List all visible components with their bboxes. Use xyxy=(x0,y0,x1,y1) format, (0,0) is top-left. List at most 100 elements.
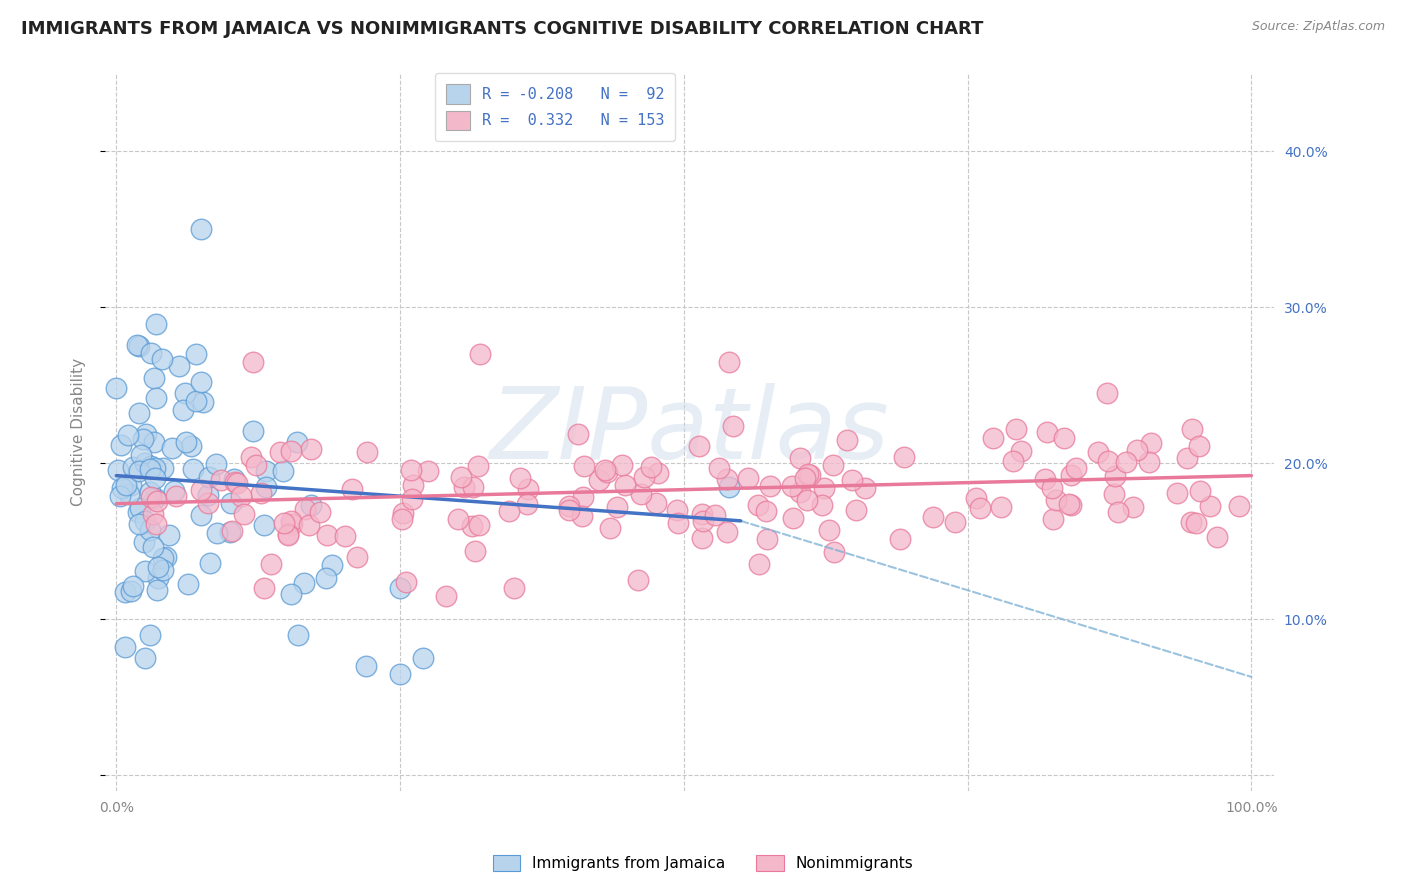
Point xyxy=(162,441,184,455)
Point xyxy=(221,496,243,510)
Point xyxy=(450,470,472,484)
Point xyxy=(298,517,321,532)
Point xyxy=(240,450,263,465)
Point xyxy=(120,583,142,598)
Point xyxy=(614,478,637,492)
Point xyxy=(242,354,264,368)
Point xyxy=(260,557,283,571)
Point xyxy=(128,516,150,531)
Point xyxy=(242,425,264,439)
Point xyxy=(117,427,139,442)
Point xyxy=(1199,499,1222,513)
Point xyxy=(143,461,166,475)
Point xyxy=(224,475,246,489)
Point xyxy=(468,347,491,361)
Point xyxy=(401,478,423,492)
Point xyxy=(718,479,741,493)
Point xyxy=(114,585,136,599)
Point xyxy=(280,514,302,528)
Point xyxy=(1060,468,1083,483)
Point xyxy=(810,498,832,512)
Point xyxy=(1005,422,1028,436)
Point xyxy=(114,478,136,492)
Point xyxy=(796,492,818,507)
Point xyxy=(299,498,322,512)
Point xyxy=(197,495,219,509)
Point xyxy=(287,628,309,642)
Point xyxy=(129,448,152,462)
Point xyxy=(633,470,655,484)
Point xyxy=(122,579,145,593)
Point xyxy=(461,480,484,494)
Point xyxy=(1137,455,1160,469)
Point xyxy=(418,464,440,478)
Point xyxy=(399,462,422,476)
Point xyxy=(837,433,859,447)
Point xyxy=(183,462,205,476)
Point xyxy=(139,484,162,499)
Point xyxy=(197,487,219,501)
Point xyxy=(707,460,730,475)
Point xyxy=(755,504,778,518)
Point xyxy=(893,450,915,464)
Point xyxy=(841,473,863,487)
Point xyxy=(277,528,299,542)
Point xyxy=(231,489,253,503)
Point xyxy=(1188,439,1211,453)
Point xyxy=(269,445,291,459)
Point xyxy=(665,503,688,517)
Point xyxy=(273,464,295,478)
Point xyxy=(132,534,155,549)
Point xyxy=(1102,487,1125,501)
Point xyxy=(121,460,143,475)
Point xyxy=(209,474,232,488)
Point xyxy=(391,512,413,526)
Point xyxy=(219,524,242,539)
Point xyxy=(245,458,267,472)
Point xyxy=(517,482,540,496)
Point xyxy=(134,564,156,578)
Point xyxy=(716,472,738,486)
Point xyxy=(205,526,228,541)
Point xyxy=(167,359,190,373)
Point xyxy=(177,577,200,591)
Point xyxy=(105,381,128,395)
Point xyxy=(606,500,628,514)
Point xyxy=(190,222,212,236)
Point xyxy=(184,393,207,408)
Point xyxy=(346,550,368,565)
Point xyxy=(143,434,166,449)
Point xyxy=(645,496,668,510)
Point xyxy=(690,531,713,545)
Point xyxy=(292,575,315,590)
Point xyxy=(165,489,187,503)
Point xyxy=(125,337,148,351)
Point xyxy=(135,427,157,442)
Point xyxy=(1115,455,1137,469)
Point xyxy=(190,375,212,389)
Point xyxy=(110,438,132,452)
Point xyxy=(1181,422,1204,436)
Point xyxy=(120,478,142,492)
Point xyxy=(294,501,316,516)
Point xyxy=(128,406,150,420)
Point xyxy=(558,499,581,513)
Point xyxy=(142,540,165,554)
Point xyxy=(108,489,131,503)
Point xyxy=(1035,425,1057,440)
Point xyxy=(152,550,174,565)
Point xyxy=(138,523,160,537)
Point xyxy=(152,351,174,366)
Point xyxy=(321,558,343,572)
Point xyxy=(990,500,1012,515)
Point xyxy=(1180,515,1202,529)
Point xyxy=(1126,442,1149,457)
Point xyxy=(558,502,581,516)
Point xyxy=(315,571,337,585)
Point xyxy=(647,466,669,480)
Point xyxy=(107,463,129,477)
Point xyxy=(889,532,911,546)
Point xyxy=(721,419,744,434)
Point xyxy=(172,403,194,417)
Point xyxy=(127,505,149,519)
